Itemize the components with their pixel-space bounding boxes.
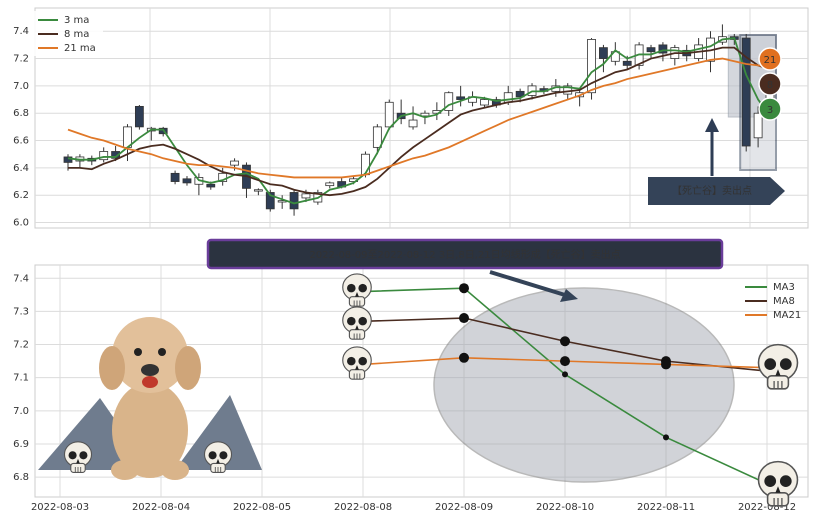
candle-body [206, 183, 216, 188]
y-tick-label: 7.3 [13, 306, 29, 317]
candle-body [741, 37, 751, 147]
y-tick-label: 6.4 [13, 163, 29, 174]
y-tick-label: 7.0 [13, 81, 29, 92]
candle-body [111, 151, 120, 159]
chart-layer: 6.0 6.2 6.4 6.6 6.8 7.0 7.2 7.4 3 ma 8 ma 21 ma 21 8… [13, 11, 808, 513]
candle-body [563, 85, 573, 95]
annotation-box [648, 177, 785, 205]
banner-arrow [489, 270, 566, 297]
candle-body [599, 47, 608, 59]
y-tick-label: 6.6 [13, 136, 29, 147]
y-tick-label: 7.4 [13, 26, 29, 37]
y-tick-label: 7.0 [13, 406, 29, 417]
x-tick-label: 2022-08-10 [536, 502, 594, 513]
point-marker [459, 283, 469, 294]
candle-body [420, 112, 430, 117]
point-marker [560, 336, 570, 347]
point-marker [560, 356, 570, 367]
y-tick-label: 6.0 [13, 218, 29, 229]
ma-line [67, 57, 771, 179]
candle-body [325, 182, 335, 187]
badge-label: 3 [767, 105, 773, 116]
badge-label: 8 [767, 80, 773, 91]
candle-body [456, 96, 466, 100]
legend-label: MA8 [773, 296, 795, 307]
highlight-ellipse [433, 287, 735, 483]
x-tick-label: 2022-08-12 [738, 502, 796, 513]
point-marker [661, 359, 671, 370]
candle-body [253, 189, 263, 192]
x-tick-label: 2022-08-08 [334, 502, 392, 513]
y-tick-label: 6.8 [13, 108, 29, 119]
decorations [38, 273, 799, 507]
candle-body [503, 92, 513, 103]
candle-body [230, 160, 239, 166]
x-tick-label: 2022-08-05 [233, 502, 291, 513]
candle-body [622, 60, 632, 66]
y-tick-label: 7.4 [13, 273, 29, 284]
legend-label: MA3 [773, 282, 795, 293]
annotation-text: 【死亡谷】卖出点 [672, 184, 752, 197]
badge-label: 21 [764, 55, 777, 66]
y-tick-label: 6.9 [13, 439, 29, 450]
ma-line [67, 37, 771, 205]
candle-body [301, 193, 311, 199]
candle-body [646, 47, 656, 53]
candle-body [515, 90, 525, 98]
legend-label: 21 ma [64, 43, 96, 54]
badge [758, 97, 782, 121]
x-tick-label: 2022-08-04 [132, 502, 190, 513]
y-tick-label: 6.8 [13, 472, 29, 483]
candle-body [265, 192, 275, 210]
candle-body [134, 105, 144, 128]
x-tick-label: 2022-08-03 [31, 502, 89, 513]
candle-body [170, 172, 180, 182]
banner-box [206, 238, 724, 270]
candle-body [182, 178, 192, 184]
candle-body [658, 44, 668, 54]
banner-text: 2022-08-09至2022-08-12 3日,8日,21日均线形成【死亡谷】… [309, 248, 620, 261]
y-tick-label: 6.2 [13, 190, 29, 201]
candle-body [99, 151, 109, 161]
legend-label: MA21 [773, 310, 801, 321]
candle-body [444, 92, 454, 111]
point-marker [663, 434, 669, 441]
legend-label: 8 ma [64, 29, 89, 40]
candle-body [480, 99, 489, 106]
legend-label: 3 ma [64, 15, 89, 26]
badge [758, 72, 782, 96]
candle-body [753, 112, 763, 139]
candle-body [372, 126, 382, 148]
candle-body [289, 192, 299, 210]
point-marker [459, 313, 469, 324]
banner-arrowhead [560, 289, 578, 302]
ma-line [68, 46, 771, 197]
candle-body [384, 101, 394, 128]
candle-body [587, 39, 596, 94]
annotation-arrowhead [705, 118, 719, 132]
x-tick-label: 2022-08-11 [637, 502, 695, 513]
y-tick-label: 7.2 [13, 340, 29, 351]
y-tick-label: 7.1 [13, 373, 29, 384]
y-tick-label: 7.2 [13, 54, 29, 65]
badge [758, 47, 782, 71]
point-marker [562, 371, 568, 378]
candle-body [408, 119, 418, 128]
candle-body [63, 156, 73, 163]
x-tick-label: 2022-08-09 [435, 502, 493, 513]
point-marker [459, 352, 469, 363]
